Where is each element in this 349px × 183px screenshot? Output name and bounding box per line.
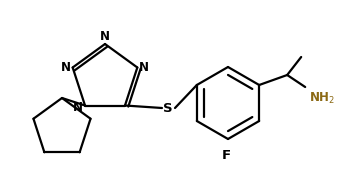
- Text: S: S: [163, 102, 173, 115]
- Text: N: N: [139, 61, 149, 74]
- Text: NH$_2$: NH$_2$: [309, 91, 335, 106]
- Text: N: N: [73, 101, 83, 114]
- Text: N: N: [100, 31, 110, 44]
- Text: N: N: [61, 61, 70, 74]
- Text: F: F: [221, 149, 231, 162]
